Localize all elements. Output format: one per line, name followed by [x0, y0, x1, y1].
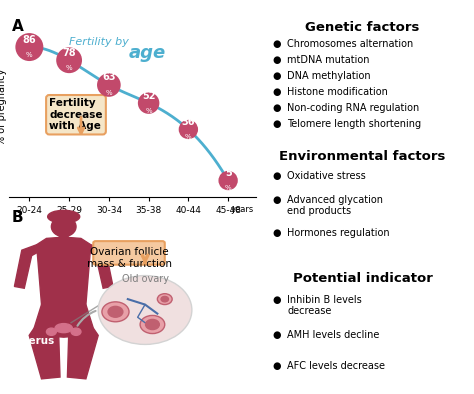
- Point: [145, 100, 153, 106]
- Ellipse shape: [48, 210, 80, 223]
- Text: ●: ●: [273, 103, 282, 113]
- Text: A: A: [11, 19, 23, 34]
- Text: %: %: [106, 90, 112, 96]
- Text: Inhibin B levels
decrease: Inhibin B levels decrease: [287, 295, 362, 316]
- Point: [65, 57, 73, 63]
- Text: ●: ●: [273, 295, 282, 305]
- Circle shape: [98, 275, 192, 344]
- Polygon shape: [59, 236, 69, 238]
- Text: %: %: [26, 52, 33, 58]
- Ellipse shape: [51, 217, 76, 236]
- Circle shape: [146, 320, 159, 329]
- Text: Chromosomes alternation: Chromosomes alternation: [287, 39, 413, 49]
- Polygon shape: [67, 328, 98, 379]
- Text: %: %: [225, 186, 231, 191]
- Text: Histone modification: Histone modification: [287, 87, 388, 97]
- Text: ●: ●: [273, 195, 282, 205]
- Ellipse shape: [55, 323, 73, 333]
- Text: Hormones regulation: Hormones regulation: [287, 228, 390, 238]
- FancyBboxPatch shape: [93, 241, 165, 265]
- Text: %: %: [146, 108, 152, 114]
- Circle shape: [157, 294, 172, 305]
- Text: 78: 78: [62, 48, 76, 58]
- Text: Fertility by: Fertility by: [69, 37, 129, 47]
- Y-axis label: % of pregnancy: % of pregnancy: [0, 68, 7, 145]
- Text: ●: ●: [273, 228, 282, 238]
- Text: Old ovary: Old ovary: [121, 274, 169, 284]
- Text: ●: ●: [273, 119, 282, 129]
- Circle shape: [102, 302, 129, 322]
- Text: 63: 63: [102, 72, 116, 82]
- Polygon shape: [36, 238, 91, 317]
- Text: age: age: [129, 44, 166, 62]
- Text: Uterus: Uterus: [15, 336, 54, 346]
- Text: Telomere length shortening: Telomere length shortening: [287, 119, 421, 129]
- Text: ●: ●: [273, 361, 282, 371]
- Text: mtDNA mutation: mtDNA mutation: [287, 55, 370, 65]
- Text: 36: 36: [182, 117, 195, 127]
- Circle shape: [71, 328, 81, 335]
- Text: ●: ●: [273, 330, 282, 340]
- Circle shape: [161, 296, 168, 302]
- Circle shape: [46, 328, 56, 335]
- Point: [184, 126, 192, 133]
- Text: ●: ●: [273, 71, 282, 81]
- Polygon shape: [34, 305, 93, 337]
- Point: [224, 177, 232, 184]
- Text: 52: 52: [142, 91, 155, 100]
- Text: %: %: [66, 65, 73, 71]
- Polygon shape: [86, 245, 113, 288]
- Text: Potential indicator: Potential indicator: [292, 272, 433, 285]
- Text: Fertility
decrease
with Age: Fertility decrease with Age: [49, 98, 103, 131]
- Text: Oxidative stress: Oxidative stress: [287, 171, 366, 180]
- Text: B: B: [12, 210, 24, 225]
- Text: %: %: [185, 134, 191, 140]
- Point: [26, 44, 33, 50]
- Text: ●: ●: [273, 171, 282, 180]
- Text: Ovarian follicle
mass & function: Ovarian follicle mass & function: [87, 247, 172, 269]
- Circle shape: [108, 307, 123, 317]
- Text: Non-coding RNA regulation: Non-coding RNA regulation: [287, 103, 419, 113]
- Text: Genetic factors: Genetic factors: [305, 21, 420, 34]
- Text: ●: ●: [273, 87, 282, 97]
- Text: 86: 86: [23, 35, 36, 45]
- Circle shape: [140, 316, 165, 334]
- Polygon shape: [14, 245, 42, 288]
- Text: Environmental factors: Environmental factors: [279, 150, 446, 163]
- Text: DNA methylation: DNA methylation: [287, 71, 371, 81]
- Text: AMH levels decline: AMH levels decline: [287, 330, 380, 340]
- Text: 5: 5: [225, 168, 231, 178]
- Text: ●: ●: [273, 55, 282, 65]
- Text: ●: ●: [273, 39, 282, 49]
- Text: years: years: [231, 205, 254, 214]
- Polygon shape: [29, 328, 60, 379]
- Text: Advanced glycation
end products: Advanced glycation end products: [287, 195, 383, 216]
- Text: AFC levels decrease: AFC levels decrease: [287, 361, 385, 371]
- Point: [105, 82, 113, 88]
